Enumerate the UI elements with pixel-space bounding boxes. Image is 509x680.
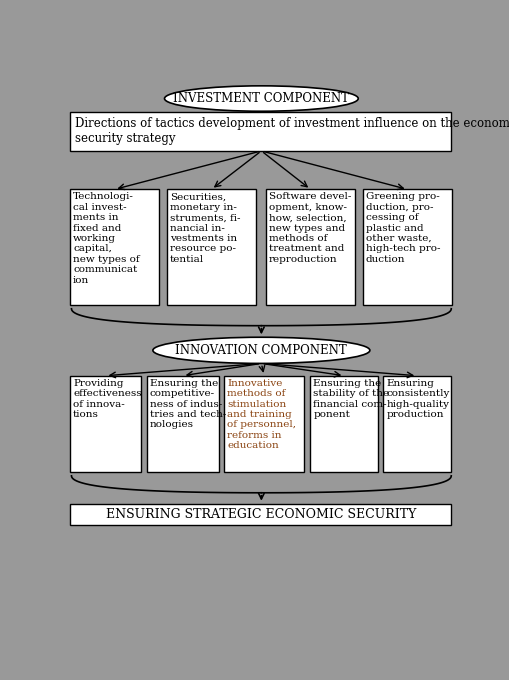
Text: Directions of tactics development of investment influence on the economic
securi: Directions of tactics development of inv… xyxy=(74,117,509,145)
Text: Innovative
methods of
stimulation
and training
of personnel,
reforms in
educatio: Innovative methods of stimulation and tr… xyxy=(227,379,296,450)
Text: INNOVATION COMPONENT: INNOVATION COMPONENT xyxy=(175,344,347,357)
Text: Ensuring the
competitive-
ness of indus-
tries and tech-
nologies: Ensuring the competitive- ness of indus-… xyxy=(150,379,225,430)
Text: Providing
effectiveness
of innova-
tions: Providing effectiveness of innova- tions xyxy=(73,379,142,419)
FancyBboxPatch shape xyxy=(224,376,303,472)
FancyBboxPatch shape xyxy=(166,190,256,305)
FancyBboxPatch shape xyxy=(362,190,451,305)
FancyBboxPatch shape xyxy=(309,376,378,472)
FancyBboxPatch shape xyxy=(382,376,450,472)
Text: Software devel-
opment, know-
how, selection,
new types and
methods of
treatment: Software devel- opment, know- how, selec… xyxy=(269,192,351,264)
FancyBboxPatch shape xyxy=(70,190,159,305)
FancyBboxPatch shape xyxy=(266,190,354,305)
FancyBboxPatch shape xyxy=(70,504,450,525)
Ellipse shape xyxy=(153,337,369,363)
Text: Greening pro-
duction, pro-
cessing of
plastic and
other waste,
high-tech pro-
d: Greening pro- duction, pro- cessing of p… xyxy=(365,192,440,264)
Text: INVESTMENT COMPONENT: INVESTMENT COMPONENT xyxy=(173,92,349,105)
Text: Securities,
monetary in-
struments, fi-
nancial in-
vestments in
resource po-
te: Securities, monetary in- struments, fi- … xyxy=(169,192,240,264)
Ellipse shape xyxy=(164,86,357,112)
Text: ENSURING STRATEGIC ECONOMIC SECURITY: ENSURING STRATEGIC ECONOMIC SECURITY xyxy=(106,508,416,521)
Text: Technologi-
cal invest-
ments in
fixed and
working
capital,
new types of
communi: Technologi- cal invest- ments in fixed a… xyxy=(73,192,139,285)
FancyBboxPatch shape xyxy=(70,376,141,472)
FancyBboxPatch shape xyxy=(147,376,218,472)
Text: Ensuring
consistently
high-quality
production: Ensuring consistently high-quality produ… xyxy=(385,379,448,419)
Text: Ensuring the
stability of the
financial com-
ponent: Ensuring the stability of the financial … xyxy=(313,379,389,419)
FancyBboxPatch shape xyxy=(70,112,450,151)
